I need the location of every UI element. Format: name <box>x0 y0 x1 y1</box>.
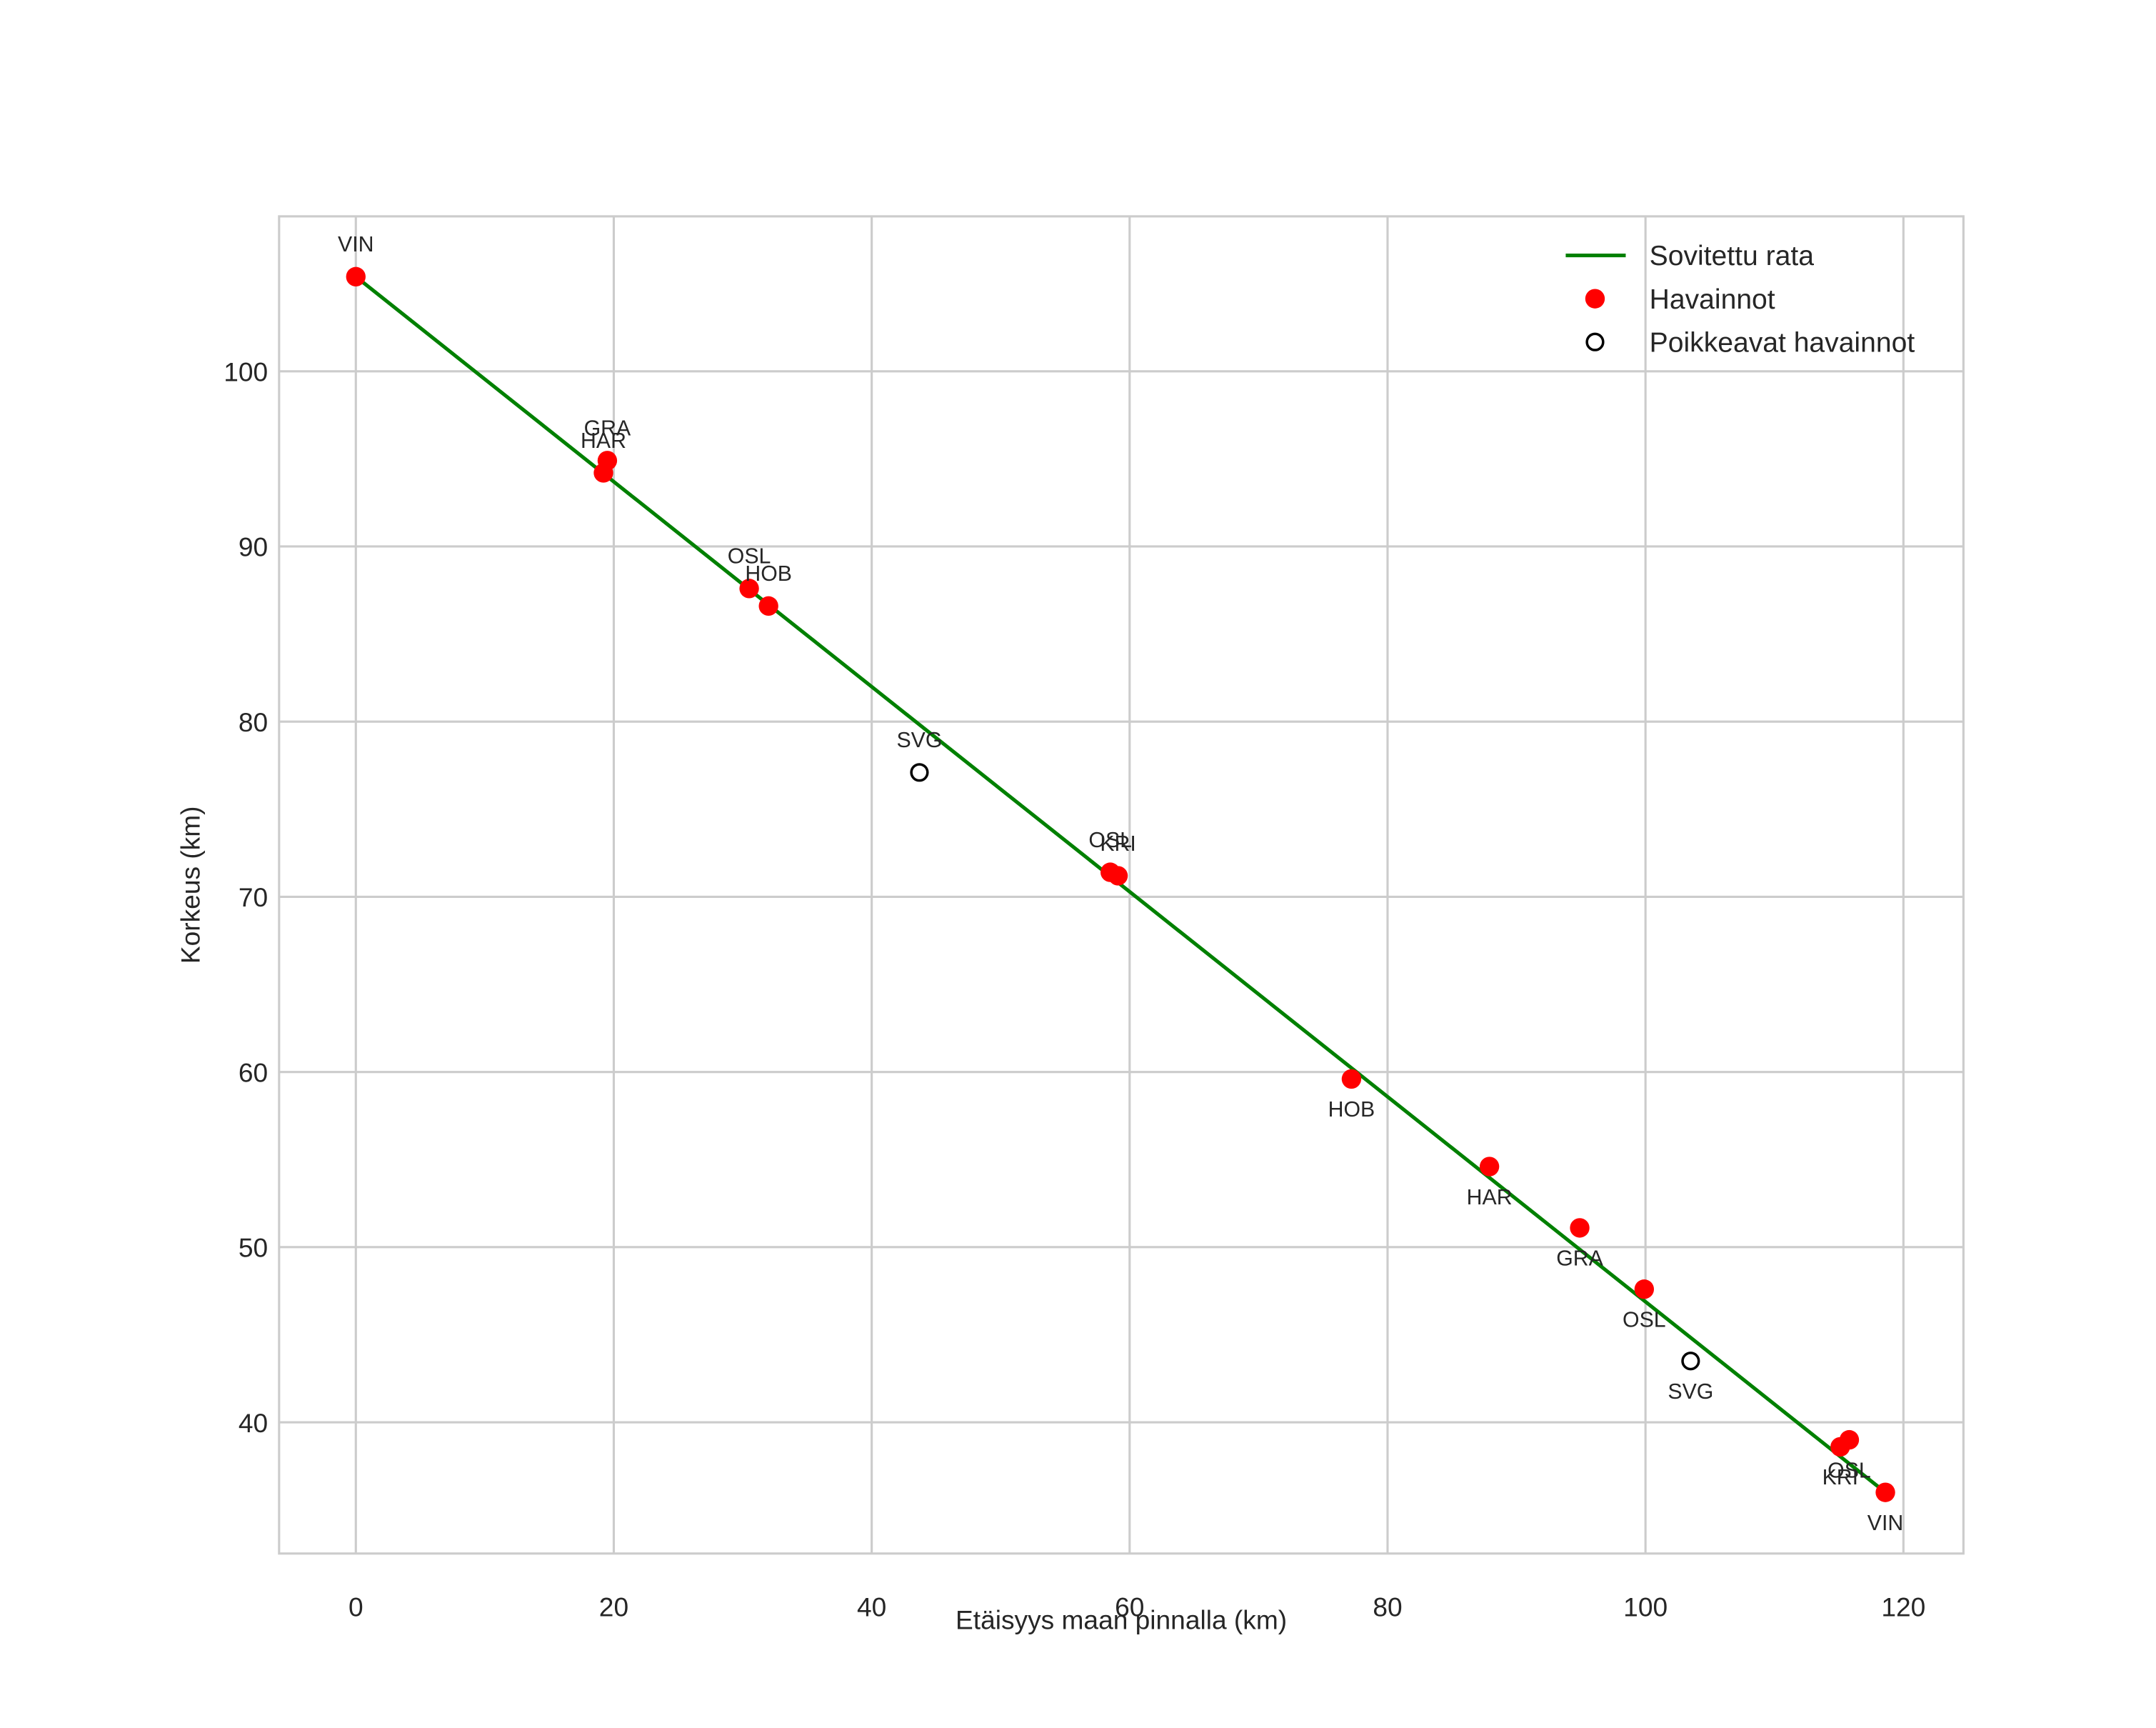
observation-marker <box>346 266 366 287</box>
legend-entry: Poikkeavat havainnot <box>1650 327 1915 358</box>
legend-dot-icon <box>1585 289 1605 309</box>
point-label: VIN <box>1867 1512 1903 1535</box>
point-label: HAR <box>1467 1186 1513 1209</box>
point-label: HOB <box>1328 1098 1375 1122</box>
legend: Sovitettu rata Havainnot Poikkeavat havain… <box>1565 241 1915 358</box>
x-tick-label: 120 <box>1881 1592 1925 1622</box>
point-label: VIN <box>338 233 373 256</box>
legend-entry: Sovitettu rata <box>1650 241 1815 271</box>
x-tick-label: 80 <box>1373 1592 1402 1622</box>
observation-marker <box>593 463 613 483</box>
point-label: SVG <box>896 729 942 752</box>
point-label: OSL <box>1623 1308 1666 1332</box>
point-label: GRA <box>584 417 631 441</box>
outlier-marker <box>910 763 929 782</box>
x-tick-label: 60 <box>1115 1592 1144 1622</box>
y-tick-label: 100 <box>224 356 268 386</box>
outlier-marker <box>1681 1352 1700 1371</box>
legend-open-circle-icon <box>1585 332 1605 351</box>
point-label: SVG <box>1668 1380 1713 1404</box>
observation-marker <box>1570 1218 1590 1238</box>
point-label: OSL <box>1088 829 1132 852</box>
point-label: HAR <box>581 429 626 453</box>
x-tick-label: 40 <box>857 1592 886 1622</box>
y-axis-label: Korkeus (km) <box>175 806 205 964</box>
observation-marker <box>739 579 759 599</box>
observation-marker <box>1875 1482 1895 1502</box>
x-axis-label: Etäisyys maan pinnalla (km) <box>956 1604 1287 1634</box>
legend-entry: Havainnot <box>1650 284 1775 315</box>
observation-marker <box>1479 1157 1500 1177</box>
observation-marker <box>1341 1069 1362 1089</box>
y-tick-label: 80 <box>239 707 268 737</box>
point-label: OSL <box>728 545 771 569</box>
y-tick-labels: 40 50 60 70 80 90 100 <box>224 356 268 1437</box>
y-tick-label: 40 <box>239 1408 268 1438</box>
point-labels: VINGRAHAROSLHOBOSLKRIHOBHARGRAOSLKRIOSLV… <box>338 233 1903 1535</box>
x-tick-label: 100 <box>1623 1592 1668 1622</box>
x-tick-labels: 0 20 40 60 80 100 120 <box>349 1592 1925 1622</box>
point-label: OSL <box>1827 1459 1871 1482</box>
observation-marker <box>1108 866 1128 886</box>
point-label: GRA <box>1556 1247 1603 1271</box>
x-tick-label: 0 <box>349 1592 363 1622</box>
y-tick-label: 50 <box>239 1233 268 1263</box>
y-tick-label: 60 <box>239 1057 268 1087</box>
point-label: KRI <box>1822 1466 1858 1489</box>
point-label: KRI <box>1100 832 1135 856</box>
y-tick-label: 90 <box>239 532 268 562</box>
observation-marker <box>758 596 778 616</box>
observation-marker <box>1634 1279 1655 1299</box>
observation-marker <box>1839 1429 1860 1450</box>
data-series <box>346 266 1895 1502</box>
y-tick-label: 70 <box>239 882 268 912</box>
grid-lines <box>279 216 1964 1554</box>
point-label: HOB <box>745 562 792 586</box>
x-tick-label: 20 <box>599 1592 628 1622</box>
plot-frame <box>278 215 1965 1555</box>
